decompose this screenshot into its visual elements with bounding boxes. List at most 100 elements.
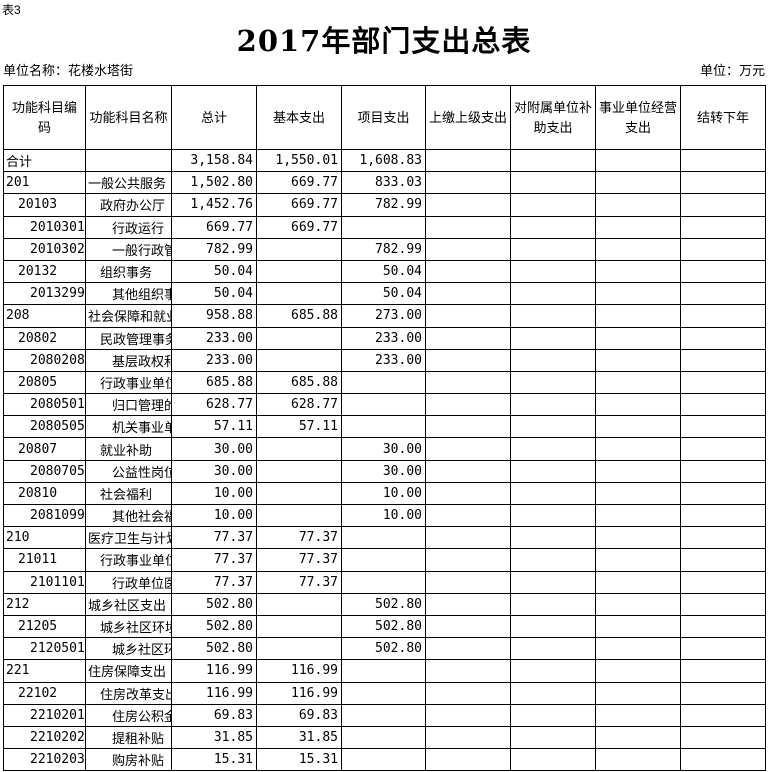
amount-cell: 958.88 — [171, 304, 257, 328]
table-row: 20810 社会福利 10.00 10.00 — [3, 481, 766, 506]
table-row: 2120501 城乡社区环 502.80 502.80 — [3, 637, 766, 661]
amount-cell — [256, 481, 342, 506]
amount-cell: 233.00 — [171, 326, 257, 350]
amount-cell: 50.04 — [341, 259, 426, 284]
code-cell: 2010301 — [3, 215, 86, 239]
amount-cell — [425, 326, 511, 350]
amount-cell — [595, 481, 681, 506]
amount-cell — [341, 748, 426, 772]
amount-cell — [425, 459, 511, 483]
amount-cell: 1,452.76 — [171, 193, 257, 217]
amount-cell — [256, 459, 342, 483]
amount-cell — [680, 259, 766, 284]
table-row: 22102 住房改革支出 116.99 116.99 — [3, 681, 766, 705]
amount-cell — [256, 592, 342, 616]
name-cell: 组织事务 — [85, 259, 172, 284]
amount-cell — [510, 370, 596, 395]
amount-cell: 669.77 — [256, 215, 342, 239]
name-cell: 住房保障支出 — [85, 659, 172, 683]
table-row: 208 社会保障和就业 958.88 685.88 273.00 — [3, 304, 766, 328]
amount-cell — [680, 437, 766, 461]
amount-cell — [510, 215, 596, 239]
amount-cell: 15.31 — [256, 748, 342, 772]
table-header-row: 功能科目编码 功能科目名称 总计 基本支出 项目支出 上缴上级支出 对附属单位补助支出 事业单… — [3, 85, 766, 150]
amount-cell — [595, 725, 681, 750]
amount-cell: 782.99 — [171, 237, 257, 261]
name-cell: 行政事业单位 — [85, 548, 172, 572]
name-cell: 住房公积金 — [85, 703, 172, 727]
code-cell: 20802 — [3, 326, 86, 350]
amount-cell: 30.00 — [171, 437, 257, 461]
name-cell: 医疗卫生与计划 — [85, 526, 172, 550]
amount-cell — [256, 503, 342, 528]
amount-cell — [680, 681, 766, 705]
amount-cell — [425, 171, 511, 195]
table-row: 2210202 提租补贴 31.85 31.85 — [3, 725, 766, 750]
amount-cell — [510, 659, 596, 683]
name-cell: 社会保障和就业 — [85, 304, 172, 328]
amount-cell — [595, 748, 681, 772]
amount-cell — [680, 393, 766, 417]
amount-cell — [425, 703, 511, 727]
amount-cell: 77.37 — [256, 570, 342, 594]
amount-cell: 50.04 — [171, 282, 257, 306]
amount-cell — [510, 748, 596, 772]
code-cell: 201 — [3, 171, 86, 195]
amount-cell: 502.80 — [341, 637, 426, 661]
amount-cell — [595, 326, 681, 350]
amount-cell — [680, 415, 766, 439]
amount-cell — [680, 304, 766, 328]
amount-cell: 1,608.83 — [341, 148, 426, 173]
amount-cell — [680, 725, 766, 750]
amount-cell — [595, 193, 681, 217]
amount-cell: 50.04 — [341, 282, 426, 306]
amount-cell: 502.80 — [171, 592, 257, 616]
column-header: 事业单位经营支出 — [595, 85, 681, 150]
amount-cell — [680, 215, 766, 239]
name-cell: 购房补贴 — [85, 748, 172, 772]
amount-cell — [510, 503, 596, 528]
unit-name-label: 单位名称：花楼水塔街 — [3, 63, 134, 78]
name-cell: 基层政权和 — [85, 348, 172, 372]
amount-cell: 669.77 — [256, 171, 342, 195]
amount-cell — [341, 370, 426, 395]
amount-cell — [510, 592, 596, 616]
amount-cell — [256, 237, 342, 261]
amount-cell: 685.88 — [171, 370, 257, 395]
amount-cell: 502.80 — [341, 614, 426, 639]
code-cell: 2080705 — [3, 459, 86, 483]
amount-cell — [510, 326, 596, 350]
amount-cell — [510, 481, 596, 506]
amount-cell — [341, 526, 426, 550]
amount-cell — [425, 570, 511, 594]
amount-cell — [510, 259, 596, 284]
table-row: 2080208 基层政权和 233.00 233.00 — [3, 348, 766, 372]
amount-cell: 669.77 — [171, 215, 257, 239]
table-row: 2081099 其他社会福 10.00 10.00 — [3, 503, 766, 528]
amount-cell: 77.37 — [171, 526, 257, 550]
amount-cell — [595, 570, 681, 594]
amount-cell — [595, 548, 681, 572]
amount-cell — [510, 459, 596, 483]
amount-cell: 50.04 — [171, 259, 257, 284]
code-cell: 20807 — [3, 437, 86, 461]
amount-cell — [510, 393, 596, 417]
amount-cell — [510, 548, 596, 572]
table-row: 2080501 归口管理的 628.77 628.77 — [3, 393, 766, 417]
amount-cell — [510, 171, 596, 195]
amount-cell — [680, 748, 766, 772]
amount-cell — [341, 659, 426, 683]
amount-cell — [256, 259, 342, 284]
amount-cell: 502.80 — [171, 614, 257, 639]
amount-cell: 30.00 — [341, 437, 426, 461]
code-cell: 2120501 — [3, 637, 86, 661]
amount-cell: 3,158.84 — [171, 148, 257, 173]
amount-cell — [680, 481, 766, 506]
name-cell: 政府办公厅（ — [85, 193, 172, 217]
amount-cell: 10.00 — [171, 481, 257, 506]
name-cell: 提租补贴 — [85, 725, 172, 750]
name-cell: 城乡社区支出 — [85, 592, 172, 616]
code-cell: 合计 — [3, 148, 86, 173]
table-row: 20802 民政管理事务 233.00 233.00 — [3, 326, 766, 350]
table-row: 20103 政府办公厅（ 1,452.76 669.77 782.99 — [3, 193, 766, 217]
